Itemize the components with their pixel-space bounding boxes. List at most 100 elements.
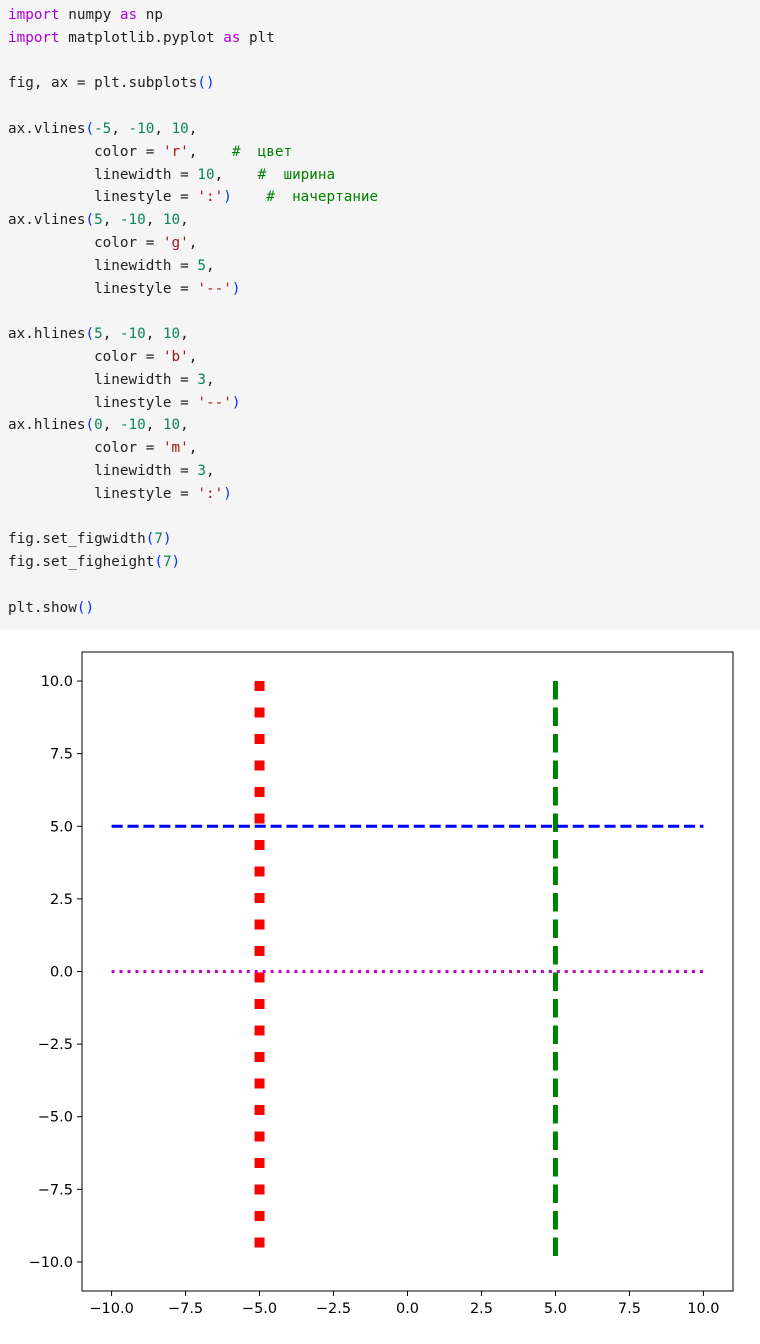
- code-token: ax.hlines: [8, 326, 86, 343]
- code-token: ':': [197, 485, 224, 502]
- code-token: ,: [180, 417, 189, 434]
- x-tick-label: 0.0: [396, 1301, 419, 1317]
- code-token: 3: [197, 371, 206, 388]
- code-token: ): [231, 394, 241, 411]
- code-token: 'r': [162, 143, 189, 160]
- x-tick-label: −5.0: [242, 1301, 277, 1317]
- code-token: -10: [119, 417, 146, 434]
- y-tick-label: −10.0: [29, 1255, 73, 1271]
- code-token: ':': [197, 189, 224, 206]
- code-line: [8, 50, 760, 73]
- code-line: ax.vlines(-5, -10, 10,: [8, 118, 760, 141]
- code-token: np: [137, 7, 163, 23]
- code-token: 7: [162, 554, 172, 571]
- chart-svg: −10.0 −7.5 −5.0 −2.5 0.0 2.5 5.0 7.5 10.0 10.0 7.5…: [29, 651, 734, 1317]
- code-token: [232, 189, 266, 205]
- code-token: ,: [154, 120, 172, 137]
- code-line: ax.hlines(5, -10, 10,: [8, 323, 760, 346]
- code-token: 10: [162, 326, 181, 343]
- code-token: ax.vlines: [8, 212, 86, 229]
- code-token: ): [162, 531, 172, 548]
- code-token: ,: [145, 417, 163, 434]
- code-token: '--': [197, 394, 232, 411]
- code-line: plt.show(): [8, 597, 760, 620]
- code-token: 'm': [162, 440, 189, 457]
- x-tick-label: 10.0: [687, 1301, 719, 1317]
- code-token: 7: [154, 531, 163, 548]
- code-token: ,: [205, 257, 215, 274]
- code-cell[interactable]: import numpy as np import matplotlib.pypl…: [0, 0, 760, 630]
- code-token: ): [231, 280, 241, 297]
- code-token: -5: [94, 120, 112, 137]
- series-layer: [111, 681, 704, 1262]
- code-token: color =: [8, 143, 163, 160]
- code-token: linewidth =: [8, 462, 198, 479]
- y-tick-label: 2.5: [50, 892, 73, 908]
- code-token: (: [85, 326, 95, 343]
- code-token: linestyle =: [8, 394, 198, 411]
- code-token: numpy: [59, 7, 120, 23]
- code-token: ,: [145, 212, 163, 229]
- code-token: 'g': [162, 234, 189, 251]
- code-line: import matplotlib.pyplot as plt: [8, 27, 760, 50]
- code-line: import numpy as np: [8, 4, 760, 27]
- code-token: 3: [197, 462, 206, 479]
- code-line: linestyle = ':'): [8, 483, 760, 506]
- code-line: [8, 300, 760, 323]
- code-token: as: [223, 29, 241, 46]
- code-token: 0: [94, 417, 103, 434]
- code-token: 'b': [162, 348, 189, 365]
- code-token: ,: [188, 234, 198, 251]
- code-token: ,: [102, 326, 120, 343]
- code-line: [8, 506, 760, 529]
- code-token: fig.set_figheight: [8, 554, 155, 571]
- code-block: import numpy as np import matplotlib.pypl…: [0, 0, 760, 620]
- code-token: plt.show: [8, 599, 77, 616]
- code-line: color = 'b',: [8, 346, 760, 369]
- x-tick-label: −7.5: [168, 1301, 203, 1317]
- code-token: ax.hlines: [8, 417, 86, 434]
- code-token: linewidth =: [8, 371, 198, 388]
- code-token: ,: [205, 462, 215, 479]
- code-line: linestyle = '--'): [8, 392, 760, 415]
- code-token: ): [171, 554, 181, 571]
- code-token: color =: [8, 440, 163, 457]
- code-token: # начертание: [266, 189, 379, 206]
- code-token: linestyle =: [8, 280, 198, 297]
- code-token: ,: [102, 417, 120, 434]
- tick-layer: −10.0 −7.5 −5.0 −2.5 0.0 2.5 5.0 7.5 10.0 10.0 7.5…: [29, 674, 720, 1317]
- code-token: ,: [188, 143, 232, 160]
- code-token: (: [85, 212, 95, 229]
- code-token: 10: [162, 212, 181, 229]
- code-line: ax.hlines(0, -10, 10,: [8, 414, 760, 437]
- code-token: linestyle =: [8, 189, 198, 206]
- y-tick-label: 5.0: [50, 819, 73, 835]
- y-tick-label: −5.0: [38, 1110, 73, 1126]
- code-token: (: [85, 120, 95, 137]
- code-line: linewidth = 3,: [8, 460, 760, 483]
- code-token: ,: [180, 212, 189, 229]
- code-token: ,: [188, 440, 198, 457]
- code-token: ax.vlines: [8, 120, 86, 137]
- code-token: (): [76, 599, 95, 616]
- x-tick-label: 7.5: [618, 1301, 641, 1317]
- code-token: import: [8, 7, 60, 23]
- code-token: (): [197, 75, 215, 92]
- x-tick-label: −2.5: [316, 1301, 351, 1317]
- y-tick-label: −7.5: [38, 1182, 73, 1198]
- code-line: [8, 574, 760, 597]
- code-token: 5: [197, 257, 206, 274]
- code-token: '--': [197, 280, 232, 297]
- code-token: color =: [8, 348, 163, 365]
- code-line: linestyle = ':') # начертание: [8, 186, 760, 209]
- code-token: 5: [94, 326, 103, 343]
- code-token: # цвет: [231, 143, 293, 160]
- y-tick-label: −2.5: [38, 1037, 73, 1053]
- chart-area: −10.0 −7.5 −5.0 −2.5 0.0 2.5 5.0 7.5 10.0 10.0 7.5…: [0, 630, 760, 1344]
- code-line: linewidth = 5,: [8, 255, 760, 278]
- code-token: 10: [162, 417, 181, 434]
- x-tick-label: 5.0: [544, 1301, 567, 1317]
- code-token: ,: [188, 348, 198, 365]
- code-token: (: [154, 554, 163, 571]
- code-token: (: [85, 417, 95, 434]
